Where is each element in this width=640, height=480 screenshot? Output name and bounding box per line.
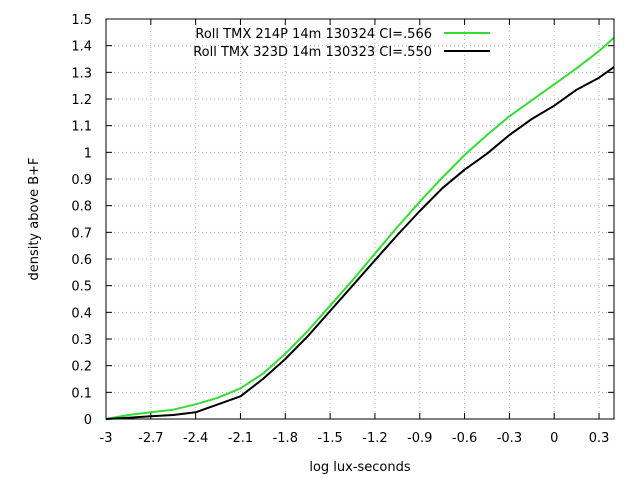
y-tick-label: 1.3 bbox=[71, 66, 92, 81]
x-tick-label: -1.5 bbox=[317, 431, 342, 446]
y-tick-label: 0.9 bbox=[71, 173, 92, 188]
series-line-2 bbox=[105, 66, 615, 420]
legend-label-2: Roll TMX 323D 14m 130323 CI=.550 bbox=[193, 45, 432, 60]
y-tick-label: 1.5 bbox=[71, 13, 92, 28]
y-axis-label: density above B+F bbox=[27, 157, 42, 280]
x-tick-labels: -3 -2.7 -2.4 -2.1 -1.8 -1.5 -1.2 -0.9 -0.6 -0.3 0 0… bbox=[100, 431, 610, 446]
plot-frame bbox=[105, 18, 615, 420]
x-tick-label: 0.3 bbox=[589, 431, 610, 446]
legend: Roll TMX 214P 14m 130324 CI=.566 Roll TMX… bbox=[193, 27, 490, 60]
x-tick-label: -1.2 bbox=[362, 431, 387, 446]
y-tick-label: 0 bbox=[84, 413, 92, 428]
y-tick-label: 0.2 bbox=[71, 360, 92, 375]
y-tick-label: 0.1 bbox=[71, 386, 92, 401]
series-line-1 bbox=[105, 36, 615, 420]
y-tick-label: 0.6 bbox=[71, 253, 92, 268]
x-tick-label: -3 bbox=[100, 431, 113, 446]
series-lines bbox=[105, 36, 615, 420]
y-tick-label: 1.1 bbox=[71, 120, 92, 135]
axis-ticks bbox=[105, 18, 614, 420]
y-tick-label: 0.3 bbox=[71, 333, 92, 348]
grid-lines bbox=[106, 19, 614, 419]
x-tick-label: -0.9 bbox=[407, 431, 432, 446]
y-tick-label: 0.5 bbox=[71, 280, 92, 295]
x-tick-label: -0.3 bbox=[497, 431, 522, 446]
y-tick-label: 0.8 bbox=[71, 200, 92, 215]
x-tick-label: -2.7 bbox=[138, 431, 163, 446]
y-tick-label: 1 bbox=[84, 146, 92, 161]
y-tick-label: 1.2 bbox=[71, 93, 92, 108]
y-tick-label: 0.7 bbox=[71, 226, 92, 241]
x-tick-label: -1.8 bbox=[273, 431, 298, 446]
y-tick-label: 0.4 bbox=[71, 306, 92, 321]
x-tick-label: -2.4 bbox=[183, 431, 208, 446]
legend-label-1: Roll TMX 214P 14m 130324 CI=.566 bbox=[195, 27, 432, 42]
x-tick-label: -2.1 bbox=[228, 431, 253, 446]
x-tick-label: -0.6 bbox=[452, 431, 477, 446]
y-tick-label: 1.4 bbox=[71, 40, 92, 55]
y-tick-labels: 0 0.1 0.2 0.3 0.4 0.5 0.6 0.7 0.8 0.9 1 1.1 1.2 1.3 1.… bbox=[71, 13, 92, 428]
x-tick-label: 0 bbox=[550, 431, 558, 446]
x-axis-label: log lux-seconds bbox=[309, 460, 411, 475]
